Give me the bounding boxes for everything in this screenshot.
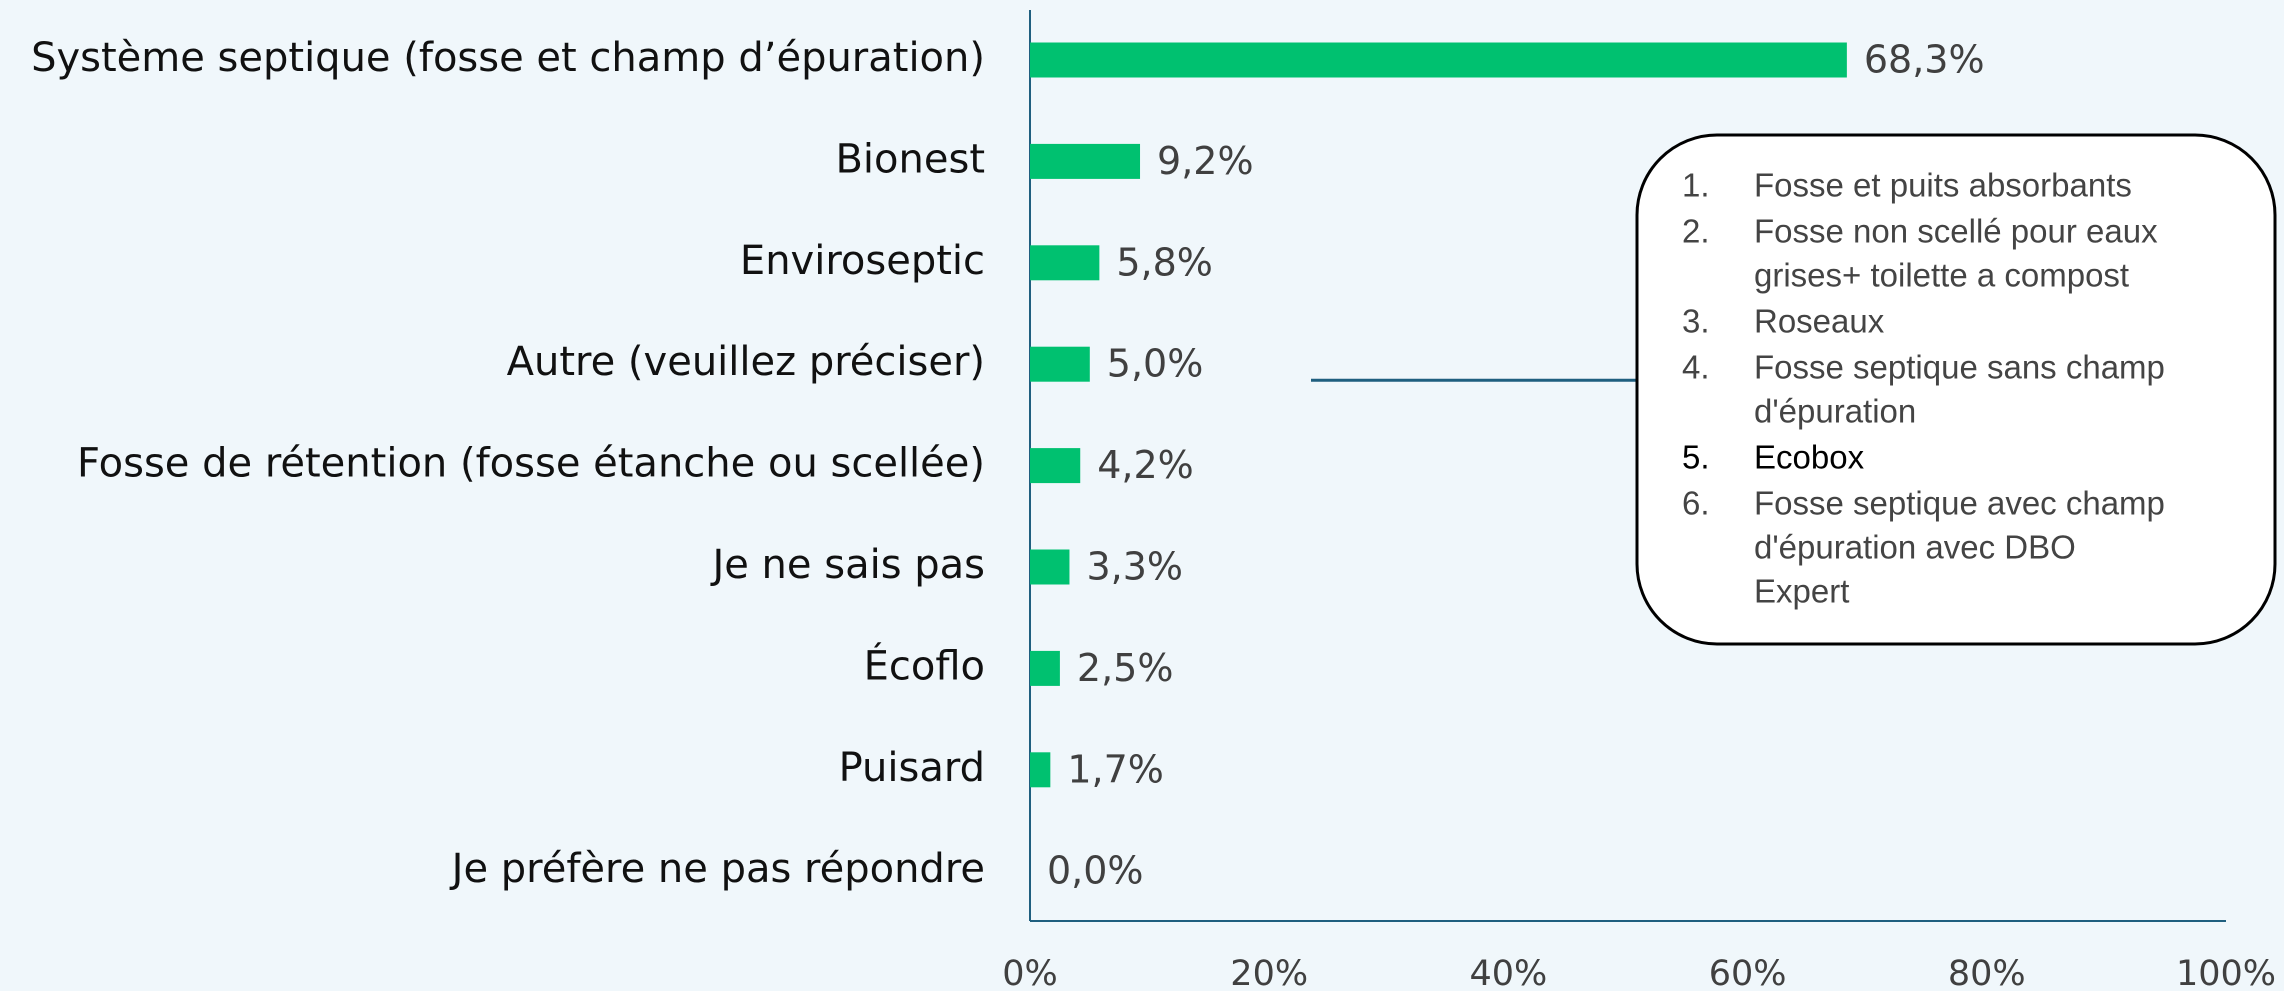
bar <box>1030 143 1141 179</box>
callout-number: 1. <box>1682 167 1710 204</box>
category-label: Système septique (fosse et champ d’épura… <box>31 35 985 81</box>
bar <box>1030 752 1051 788</box>
bar <box>1030 448 1081 484</box>
category-label: Je préfère ne pas répondre <box>449 846 985 892</box>
bar <box>1030 42 1847 78</box>
callout-number: 6. <box>1682 485 1710 522</box>
category-label: Enviroseptic <box>740 238 985 284</box>
x-tick-label: 40% <box>1470 954 1548 991</box>
callout-text: Roseaux <box>1754 303 1885 340</box>
bar <box>1030 346 1090 382</box>
category-label: Fosse de rétention (fosse étanche ou sce… <box>77 441 985 487</box>
value-label: 4,2% <box>1097 443 1194 487</box>
value-label: 1,7% <box>1067 747 1164 791</box>
callout-text: Fosse septique sans champ <box>1754 349 2165 386</box>
x-tick-label: 20% <box>1230 954 1308 991</box>
bar <box>1030 650 1060 686</box>
callout-text: grises+ toilette a compost <box>1754 257 2129 294</box>
value-label: 68,3% <box>1864 38 1985 82</box>
callout-text: Fosse et puits absorbants <box>1754 167 2132 204</box>
category-label: Autre (veuillez préciser) <box>507 339 985 385</box>
x-tick-label: 80% <box>1948 954 2026 991</box>
callout-text: d'épuration <box>1754 393 1916 430</box>
callout-text: Fosse septique avec champ <box>1754 485 2165 522</box>
callout-text: Fosse non scellé pour eaux <box>1754 213 2158 250</box>
value-label: 2,5% <box>1077 646 1174 690</box>
callout-number: 5. <box>1682 439 1710 476</box>
value-label: 3,3% <box>1086 545 1183 589</box>
x-tick-label: 0% <box>1002 954 1058 991</box>
category-label: Puisard <box>839 745 985 791</box>
callout-text: Expert <box>1754 573 1849 610</box>
category-label: Je ne sais pas <box>709 542 985 588</box>
callout-text: Ecobox <box>1754 439 1865 476</box>
callout-box <box>1635 133 2277 646</box>
category-label: Écoflo <box>864 641 985 689</box>
value-label: 0,0% <box>1047 849 1144 893</box>
x-tick-label: 60% <box>1709 954 1787 991</box>
value-label: 9,2% <box>1157 139 1254 183</box>
bar <box>1030 549 1070 585</box>
x-tick-label: 100% <box>2176 954 2276 991</box>
category-label: Bionest <box>835 136 985 182</box>
callout-text: d'épuration avec DBO <box>1754 529 2076 566</box>
callout-number: 2. <box>1682 213 1710 250</box>
callout-number: 4. <box>1682 349 1710 386</box>
callout-number: 3. <box>1682 303 1710 340</box>
bar <box>1030 245 1100 281</box>
value-label: 5,0% <box>1107 342 1204 386</box>
value-label: 5,8% <box>1116 240 1213 284</box>
